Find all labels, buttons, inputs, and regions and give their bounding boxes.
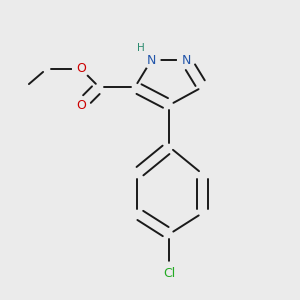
Circle shape [143,52,160,68]
Text: N: N [181,53,191,67]
Text: Cl: Cl [164,267,175,280]
Circle shape [158,262,181,285]
Circle shape [73,60,89,77]
Circle shape [73,97,89,114]
Text: H: H [137,43,145,53]
Text: N: N [147,53,156,67]
Text: O: O [76,99,86,112]
Circle shape [178,52,194,68]
Text: O: O [76,62,86,75]
Circle shape [133,40,149,56]
